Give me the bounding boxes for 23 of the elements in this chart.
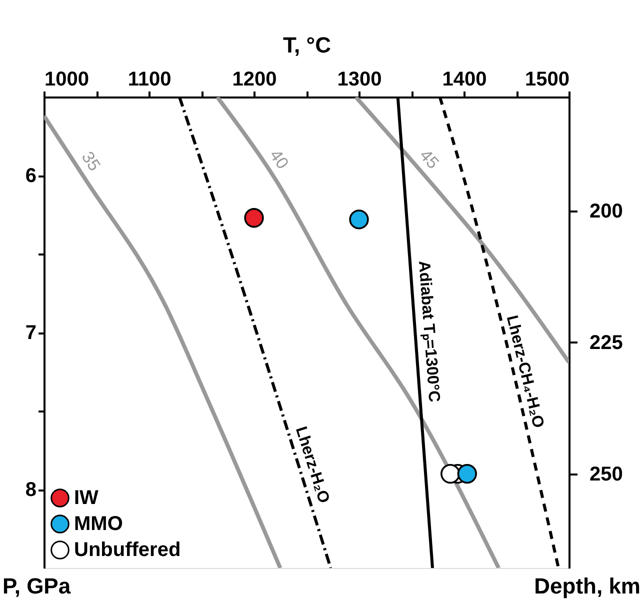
text: Adiabat Tₚ=1300°C <box>414 260 442 404</box>
x-tick-label: 1400 <box>442 68 487 90</box>
x-tick-label: 1000 <box>44 68 89 90</box>
x-tick-label: 1500 <box>525 68 570 90</box>
text: 45 <box>416 146 443 172</box>
legend-label: MMO <box>74 513 123 535</box>
legend-label: Unbuffered <box>74 539 181 561</box>
line-series <box>215 97 501 568</box>
x-axis-title: T, °C <box>283 32 332 58</box>
x-tick-label: 1300 <box>337 68 382 90</box>
y2-axis-title: Depth, km <box>534 574 640 598</box>
y-tick-label: 8 <box>25 479 36 501</box>
x-tick-label: 1200 <box>232 68 277 90</box>
legend-label: IW <box>74 487 99 509</box>
x-tick-label: 1100 <box>128 68 172 90</box>
text: 40 <box>266 146 292 172</box>
y-axis-title: P, GPa <box>2 574 72 598</box>
y2-tick-label: 200 <box>590 200 623 223</box>
y2-tick-label: 225 <box>590 332 623 354</box>
y2-tick-label: 250 <box>590 463 623 486</box>
y-tick-label: 6 <box>25 165 36 187</box>
y-tick-label: 7 <box>25 322 36 344</box>
text: 35 <box>78 148 104 174</box>
